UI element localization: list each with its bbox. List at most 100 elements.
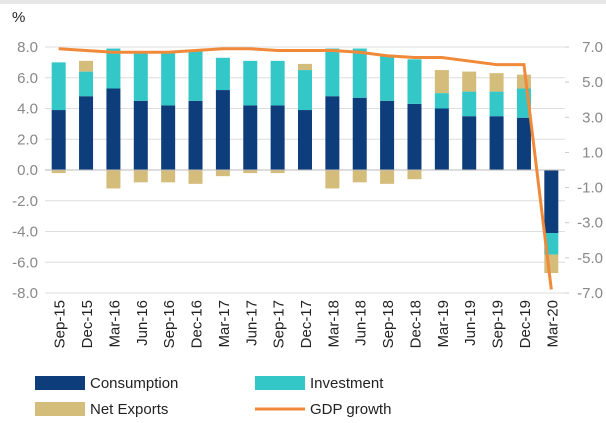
line (58, 47, 553, 290)
bar (462, 71, 477, 92)
legend-label: Consumption (90, 375, 178, 392)
y-tick-label: 4.0 (17, 101, 38, 118)
bar (489, 91, 504, 117)
y2-tick-label: 7.0 (582, 39, 603, 56)
bar (106, 170, 121, 189)
x-tick-label: Mar-19 (435, 300, 452, 348)
bar (352, 97, 367, 170)
bar (215, 57, 230, 91)
x-tick-label: Sep-18 (380, 300, 397, 348)
x-tick-label: Mar-16 (106, 300, 123, 348)
y2-tick-label: 5.0 (582, 74, 603, 91)
bar (270, 60, 285, 106)
x-tick-label: Sep-17 (271, 300, 288, 348)
bar (133, 100, 148, 170)
bar (462, 116, 477, 170)
y-axis-label: % (12, 9, 25, 26)
y-tick-label: 8.0 (17, 39, 38, 56)
y2-tick-label: -1.0 (577, 180, 603, 197)
bar (79, 71, 94, 97)
y2-tick-label: 3.0 (582, 109, 603, 126)
bar (133, 53, 148, 101)
x-tick-label: Sep-19 (490, 300, 507, 348)
y-tick-label: -8.0 (12, 285, 38, 302)
bar (270, 170, 285, 174)
bar (434, 108, 449, 170)
bar (133, 170, 148, 183)
bar (462, 91, 477, 117)
x-tick-label: Jun-18 (353, 300, 370, 346)
y-tick-label: -2.0 (12, 193, 38, 210)
bar (407, 170, 422, 180)
bar (380, 100, 395, 170)
legend-swatch (35, 402, 85, 416)
y2-tick-label: -7.0 (577, 285, 603, 302)
y-tick-label: 6.0 (17, 70, 38, 87)
x-tick-label: Mar-17 (216, 300, 233, 348)
bar (188, 100, 203, 170)
x-tick-label: Dec-15 (79, 300, 96, 348)
x-tick-label: Sep-16 (161, 300, 178, 348)
bar (325, 170, 340, 189)
bar (516, 117, 531, 170)
y-tick-label: 0.0 (17, 162, 38, 179)
x-tick-label: Sep-15 (52, 300, 69, 348)
legend-swatch (255, 376, 305, 390)
bar (188, 50, 203, 101)
bar (380, 170, 395, 184)
legend-swatch (35, 376, 85, 390)
bar (270, 105, 285, 170)
x-tick-label: Jun-19 (462, 300, 479, 346)
bar (434, 93, 449, 109)
x-tick-label: Jun-16 (134, 300, 151, 346)
legend-label: Net Exports (90, 401, 168, 418)
bar (161, 105, 176, 170)
bar (407, 59, 422, 104)
bar (325, 96, 340, 170)
bar (79, 60, 94, 72)
bar (407, 103, 422, 170)
bar (489, 116, 504, 170)
x-tick-label: Dec-17 (298, 300, 315, 348)
bar (51, 170, 66, 174)
x-tick-label: Dec-19 (517, 300, 534, 348)
x-tick-label: Mar-18 (325, 300, 342, 348)
bar (215, 90, 230, 170)
bar (352, 48, 367, 98)
bar (380, 54, 395, 101)
bar (51, 62, 66, 111)
bar (434, 70, 449, 94)
bar (243, 170, 258, 174)
bar (106, 88, 121, 170)
bar (243, 60, 258, 106)
y2-tick-label: -3.0 (577, 215, 603, 232)
y-tick-label: -4.0 (12, 224, 38, 241)
bar (51, 110, 66, 170)
top-band (0, 0, 606, 4)
bar (298, 70, 312, 111)
legend-label: Investment (310, 375, 384, 392)
bar (161, 170, 176, 183)
bar (243, 105, 258, 170)
bar (188, 170, 203, 184)
bar (544, 170, 559, 234)
bar (161, 53, 176, 106)
x-tick-label: Dec-18 (407, 300, 424, 348)
y-tick-label: -6.0 (12, 254, 38, 271)
bar (352, 170, 367, 183)
bar (489, 73, 504, 92)
legend-label: GDP growth (310, 401, 391, 418)
bar (79, 96, 94, 170)
bar (298, 63, 312, 71)
y2-tick-label: -5.0 (577, 250, 603, 267)
y-tick-label: 2.0 (17, 131, 38, 148)
x-tick-label: Mar-20 (544, 300, 561, 348)
x-tick-label: Dec-16 (189, 300, 206, 348)
bar (106, 48, 121, 89)
bar (215, 170, 230, 177)
bar (298, 110, 312, 170)
y2-tick-label: 1.0 (582, 144, 603, 161)
x-tick-label: Jun-17 (243, 300, 260, 346)
bar (325, 48, 340, 97)
